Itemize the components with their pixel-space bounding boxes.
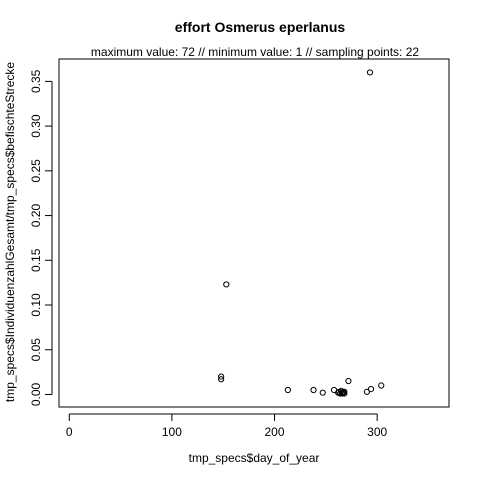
- y-tick-label: 0.20: [29, 204, 43, 228]
- y-tick-label: 0.00: [29, 382, 43, 406]
- data-point: [366, 69, 374, 76]
- y-tick-label: 0.05: [29, 338, 43, 362]
- data-point: [218, 376, 225, 383]
- chart-title: effort Osmerus eperlanus: [175, 19, 346, 35]
- x-tick-label: 200: [265, 425, 285, 439]
- data-point: [341, 388, 348, 395]
- data-point: [378, 382, 385, 389]
- y-tick-label: 0.10: [29, 293, 43, 317]
- x-tick-label: 300: [367, 425, 387, 439]
- y-tick-label: 0.15: [29, 248, 43, 272]
- x-tick-label: 0: [66, 425, 73, 439]
- y-axis: 0.00 0.05 0.10 0.15 0.20 0.25 0.30 0.35: [29, 69, 53, 406]
- x-axis: 0 100 200 300: [66, 413, 387, 439]
- data-point: [341, 390, 348, 397]
- y-tick-label: 0.35: [29, 69, 43, 93]
- x-axis-label: tmp_specs$day_of_year: [189, 451, 320, 465]
- y-axis-label: tmp_specs$IndividuenzahlGesamt/tmp_specs…: [3, 62, 17, 403]
- data-point: [284, 386, 291, 394]
- data-point: [218, 373, 225, 380]
- y-tick-label: 0.30: [29, 114, 43, 138]
- data-point: [310, 386, 317, 394]
- data-point: [335, 389, 342, 396]
- plot-area: [58, 58, 450, 408]
- data-point: [319, 389, 326, 396]
- x-tick-label: 100: [162, 425, 182, 439]
- data-point: [345, 377, 352, 385]
- chart-subtitle: maximum value: 72 // minimum value: 1 //…: [91, 45, 419, 59]
- data-points: [218, 69, 385, 397]
- data-point: [367, 386, 375, 393]
- y-tick-label: 0.25: [29, 159, 43, 183]
- data-point: [223, 281, 230, 288]
